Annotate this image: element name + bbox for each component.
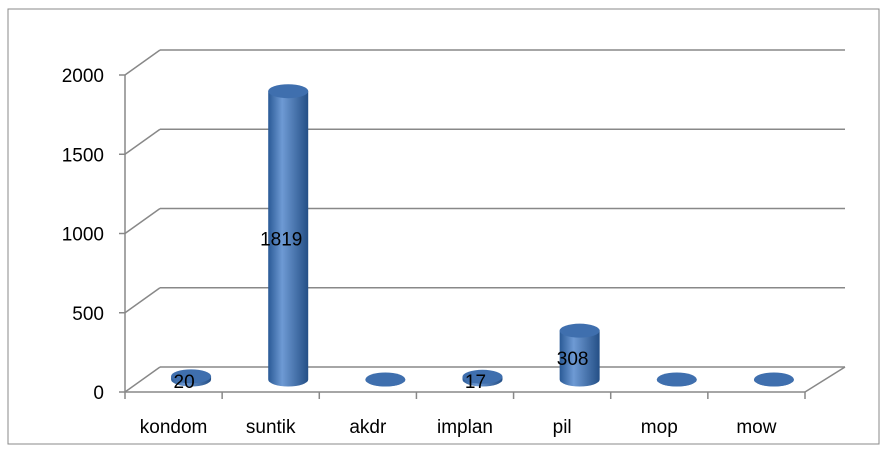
y-tick-label: 500 [72,304,104,325]
bar [656,372,697,387]
grid-line [124,207,161,235]
x-tick-label: suntik [246,417,296,438]
bar [365,372,406,387]
y-tick-label: 1000 [62,225,104,246]
data-label: 1819 [260,229,302,250]
bar [462,369,503,387]
x-tick-label: akdr [349,417,387,438]
x-tick-label: mow [736,417,776,438]
x-tick-label: mop [641,417,678,438]
data-label: 308 [557,349,589,370]
y-tick-label: 2000 [62,66,104,87]
bar [753,372,794,387]
y-tick-label: 1500 [62,145,104,166]
grid-line [124,128,161,155]
bar [171,369,212,387]
data-label: 20 [174,372,195,393]
x-tick-label: implan [437,417,493,438]
data-label: 17 [465,372,486,393]
x-tick-label: kondom [140,417,208,438]
chart-frame [7,8,880,445]
bar [559,323,600,387]
y-tick-label: 0 [93,383,104,404]
grid-line [124,287,161,314]
bar [268,84,309,387]
grid-line [124,49,161,76]
x-tick-label: pil [553,417,572,438]
